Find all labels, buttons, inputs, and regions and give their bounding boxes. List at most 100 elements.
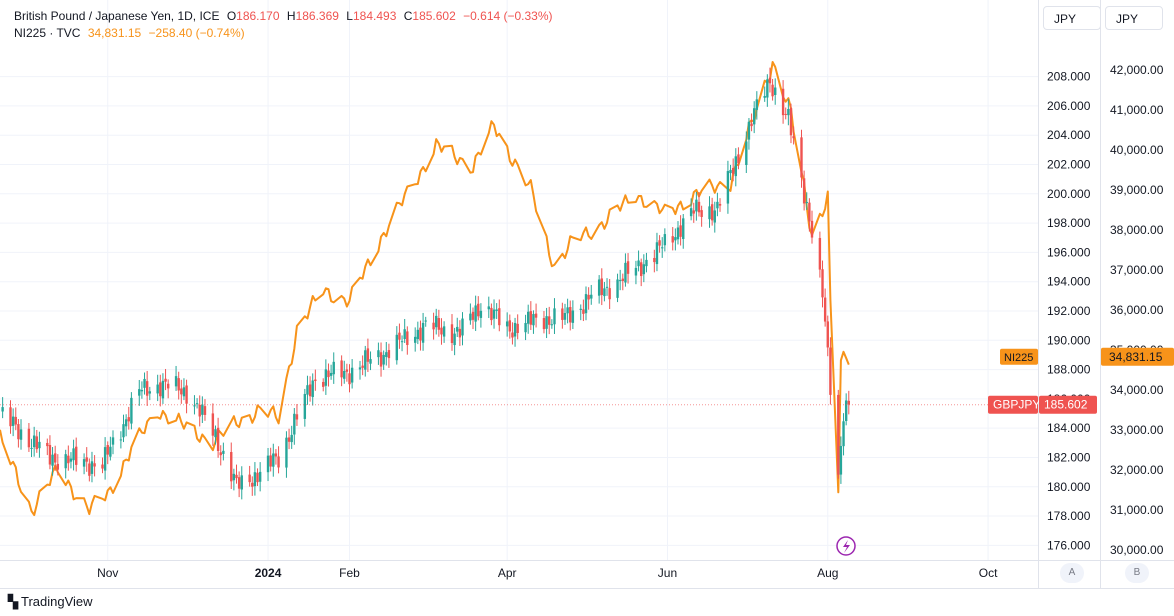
scale-a-button[interactable]: A (1060, 563, 1084, 583)
candle-body (111, 437, 115, 445)
candle-body (306, 385, 309, 395)
candle-body (14, 416, 17, 425)
candle-body (30, 447, 33, 449)
candle-body (597, 279, 601, 296)
candle-body (789, 107, 793, 136)
candle-body (453, 333, 456, 346)
candle-body (364, 350, 367, 370)
candle-body (211, 413, 215, 436)
left-currency-button[interactable]: JPY (1043, 6, 1101, 30)
candle-body (27, 428, 31, 448)
candle-body (48, 444, 52, 465)
candle-body (46, 442, 49, 447)
tradingview-logo[interactable]: ▚ TradingView (8, 594, 93, 610)
candle-body (708, 206, 711, 220)
candle-body (621, 278, 624, 281)
candle-body (403, 329, 406, 340)
candle-body (768, 77, 772, 84)
candle-body (534, 313, 538, 318)
candle-body (398, 332, 401, 340)
candle-body (747, 121, 751, 140)
candle-body (174, 376, 178, 387)
candle-body (343, 371, 346, 379)
left-axis-tick-label: 196.000 (1047, 245, 1091, 259)
candle-body (784, 113, 787, 115)
left-axis-tick-label: 198.000 (1047, 216, 1091, 230)
candle-body (774, 87, 777, 95)
candle-body (663, 234, 667, 246)
high-label: H (286, 9, 296, 23)
candle-body (324, 369, 328, 386)
candle-body (542, 318, 546, 330)
candle-body (626, 261, 630, 274)
candle-body (148, 391, 151, 394)
candle-body (700, 210, 703, 217)
candle-body (692, 210, 695, 214)
candle-body (329, 372, 333, 376)
candle-body (72, 448, 75, 461)
candle-body (608, 288, 611, 300)
candle-body (350, 367, 354, 383)
candle-body (737, 154, 740, 164)
candle-body (579, 308, 582, 310)
right-currency-button[interactable]: JPY (1105, 6, 1163, 30)
candle-body (563, 313, 567, 320)
time-axis-tick-label: Jun (658, 566, 677, 580)
scale-b-button[interactable]: B (1125, 563, 1149, 583)
candle-body (258, 471, 262, 482)
candle-body (272, 453, 275, 467)
candle-body (839, 445, 843, 475)
candle-body (53, 453, 57, 463)
flash-icon[interactable] (836, 536, 856, 556)
candle-body (185, 385, 188, 404)
candle-body (474, 305, 477, 322)
candle-body (529, 311, 533, 325)
right-axis-tick-label: 34,000.00 (1110, 383, 1164, 397)
compare-series-legend: NI225 · TVC 34,831.15 −258.40 (−0.74%) (14, 26, 249, 40)
candle-body (88, 463, 91, 476)
candle-body (513, 322, 517, 337)
candle-body (164, 378, 167, 382)
right-axis-tick-label: 30,000.00 (1110, 543, 1164, 557)
candle-body (340, 360, 343, 378)
candle-body (277, 456, 280, 468)
candle-body (755, 99, 759, 110)
candle-body (219, 452, 222, 456)
candle-body (69, 458, 73, 462)
candle-body (658, 240, 661, 246)
candle-body (290, 434, 293, 443)
candle-body (634, 267, 638, 276)
time-axis-tick-label: Apr (498, 566, 517, 580)
candle-body (106, 445, 109, 455)
candle-body (35, 436, 38, 450)
candle-body (766, 79, 769, 98)
candle-body (161, 380, 165, 399)
candle-body (122, 424, 125, 438)
candle-body (461, 318, 464, 336)
candle-body (82, 459, 86, 467)
candle-body (293, 413, 296, 435)
candle-body (395, 334, 399, 361)
candle-body (93, 463, 96, 467)
candle-body (145, 381, 149, 396)
candle-body (51, 454, 54, 466)
candle-body (332, 361, 335, 375)
candle-body (456, 326, 459, 332)
candle-body (477, 303, 480, 317)
right-axis-tick-label: 36,000.00 (1110, 303, 1164, 317)
right-axis-tick-label: 38,000.00 (1110, 223, 1164, 237)
candle-body (240, 475, 243, 490)
ni225-series-label: NI225 (1004, 352, 1033, 364)
candle-body (847, 400, 850, 405)
candle-body (605, 286, 609, 288)
candle-body (327, 370, 330, 378)
left-axis-tick-label: 182.000 (1047, 450, 1091, 464)
candle-body (532, 314, 535, 326)
candle-body (193, 405, 196, 407)
candle-body (437, 318, 441, 330)
candle-body (195, 403, 199, 405)
candle-body (823, 297, 827, 322)
candle-body (138, 389, 141, 396)
candle-body (11, 416, 15, 426)
